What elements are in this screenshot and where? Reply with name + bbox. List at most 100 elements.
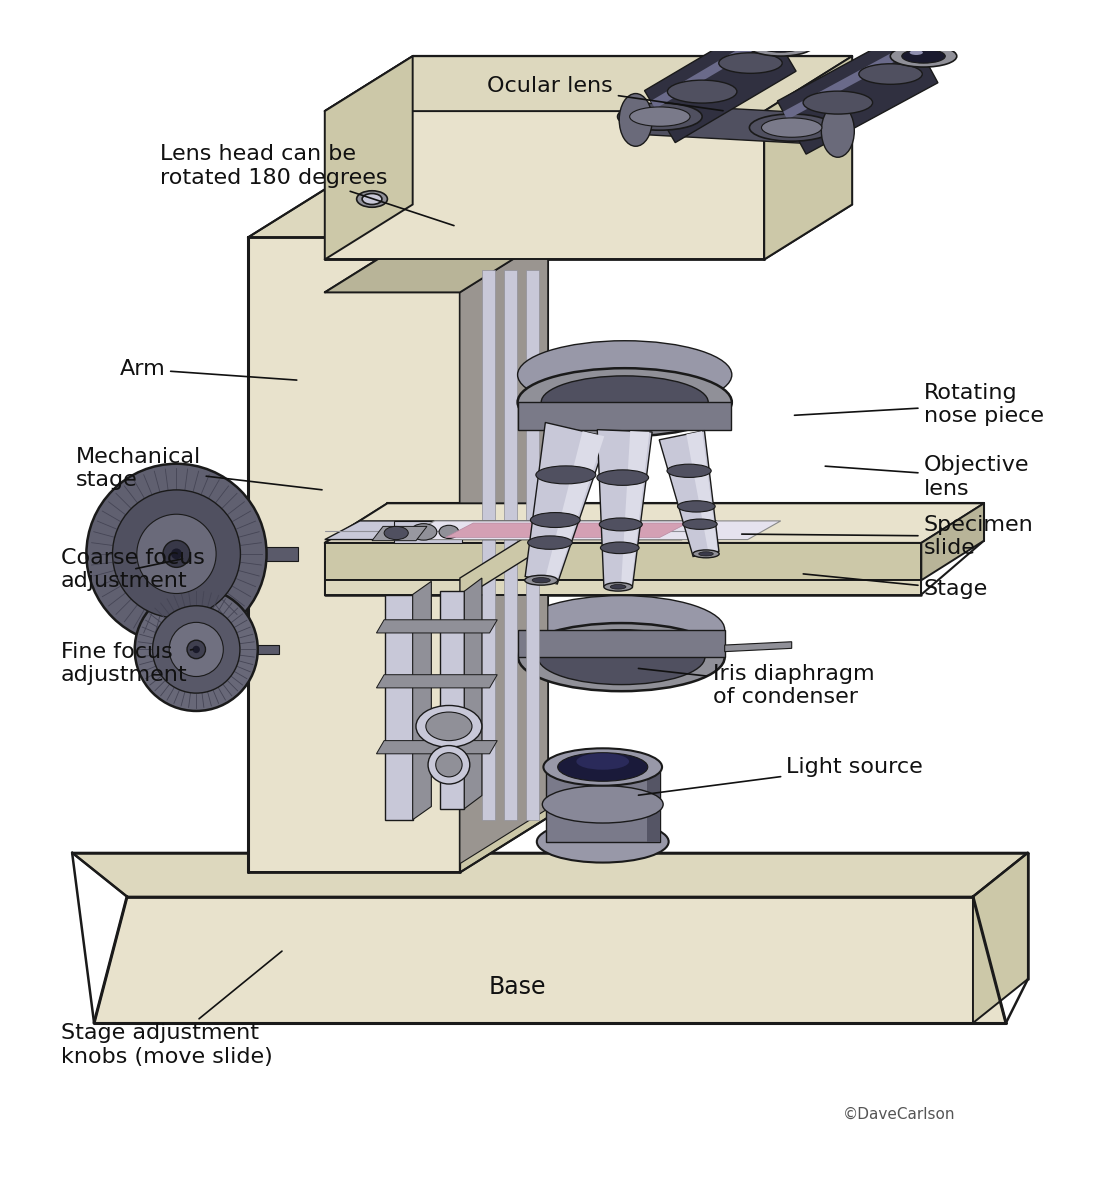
- Polygon shape: [725, 642, 792, 652]
- Polygon shape: [262, 547, 298, 562]
- Ellipse shape: [600, 518, 642, 530]
- Polygon shape: [376, 674, 497, 688]
- Ellipse shape: [604, 582, 632, 592]
- Ellipse shape: [134, 588, 257, 710]
- Polygon shape: [376, 619, 497, 632]
- Polygon shape: [460, 523, 548, 600]
- Ellipse shape: [436, 752, 462, 776]
- Ellipse shape: [619, 94, 652, 146]
- Polygon shape: [324, 581, 922, 594]
- Polygon shape: [376, 740, 497, 754]
- Polygon shape: [645, 19, 796, 143]
- Ellipse shape: [518, 341, 732, 409]
- Polygon shape: [544, 431, 604, 583]
- Ellipse shape: [112, 490, 241, 618]
- Ellipse shape: [822, 104, 855, 157]
- Polygon shape: [446, 523, 688, 538]
- Polygon shape: [650, 30, 777, 109]
- Ellipse shape: [538, 630, 705, 684]
- Polygon shape: [248, 182, 548, 238]
- Ellipse shape: [518, 368, 732, 437]
- Ellipse shape: [530, 512, 580, 528]
- Ellipse shape: [610, 584, 626, 589]
- Text: Mechanical
stage: Mechanical stage: [76, 446, 322, 490]
- Ellipse shape: [153, 606, 240, 694]
- Ellipse shape: [748, 35, 814, 56]
- Ellipse shape: [426, 712, 472, 740]
- Ellipse shape: [541, 376, 708, 428]
- Ellipse shape: [525, 575, 558, 586]
- Ellipse shape: [902, 49, 945, 64]
- Ellipse shape: [601, 542, 639, 553]
- Polygon shape: [686, 431, 717, 553]
- Ellipse shape: [192, 646, 200, 653]
- Ellipse shape: [576, 754, 629, 769]
- Ellipse shape: [169, 623, 223, 677]
- Text: Base: Base: [488, 974, 546, 998]
- Ellipse shape: [439, 526, 459, 539]
- Ellipse shape: [187, 641, 206, 659]
- Polygon shape: [95, 896, 1005, 1022]
- Text: Fine focus
adjustment: Fine focus adjustment: [62, 642, 192, 685]
- Ellipse shape: [890, 46, 957, 67]
- Polygon shape: [546, 767, 660, 841]
- Ellipse shape: [537, 821, 669, 863]
- Polygon shape: [324, 56, 412, 259]
- Polygon shape: [324, 112, 764, 259]
- Polygon shape: [324, 542, 922, 581]
- Text: Coarse focus
adjustment: Coarse focus adjustment: [62, 547, 205, 590]
- Polygon shape: [412, 581, 431, 820]
- Ellipse shape: [528, 536, 572, 550]
- Ellipse shape: [543, 749, 662, 786]
- Ellipse shape: [172, 548, 182, 559]
- Text: Rotating
nose piece: Rotating nose piece: [794, 383, 1044, 426]
- Polygon shape: [385, 594, 412, 820]
- Polygon shape: [922, 503, 984, 581]
- Text: Arm: Arm: [119, 359, 297, 380]
- Polygon shape: [394, 521, 462, 542]
- Ellipse shape: [518, 623, 725, 691]
- Ellipse shape: [617, 103, 702, 131]
- Polygon shape: [440, 592, 464, 809]
- Polygon shape: [482, 270, 495, 820]
- Text: Light source: Light source: [638, 757, 923, 796]
- Ellipse shape: [384, 527, 408, 540]
- Text: Objective
lens: Objective lens: [825, 455, 1028, 498]
- Text: ©DaveCarlson: ©DaveCarlson: [843, 1106, 956, 1122]
- Ellipse shape: [629, 107, 690, 126]
- Text: Specimen
slide: Specimen slide: [741, 515, 1033, 558]
- Ellipse shape: [803, 91, 872, 114]
- Ellipse shape: [667, 464, 712, 478]
- Polygon shape: [73, 853, 1027, 896]
- Polygon shape: [621, 431, 649, 587]
- Polygon shape: [324, 238, 548, 293]
- Ellipse shape: [859, 64, 922, 84]
- Polygon shape: [783, 41, 920, 120]
- Polygon shape: [597, 430, 652, 588]
- Polygon shape: [518, 402, 732, 430]
- Polygon shape: [647, 767, 660, 841]
- Ellipse shape: [542, 786, 663, 823]
- Text: Stage: Stage: [803, 574, 988, 599]
- Polygon shape: [248, 238, 460, 872]
- Ellipse shape: [136, 515, 216, 594]
- Polygon shape: [324, 503, 985, 542]
- Text: Iris diaphragm
of condenser: Iris diaphragm of condenser: [638, 664, 875, 707]
- Ellipse shape: [532, 577, 550, 583]
- Ellipse shape: [87, 463, 266, 644]
- Polygon shape: [460, 238, 548, 864]
- Ellipse shape: [356, 191, 387, 208]
- Ellipse shape: [536, 466, 596, 484]
- Ellipse shape: [761, 118, 822, 137]
- Text: Stage adjustment
knobs (move slide): Stage adjustment knobs (move slide): [62, 952, 282, 1067]
- Polygon shape: [324, 56, 852, 112]
- Ellipse shape: [767, 40, 780, 44]
- Polygon shape: [525, 422, 607, 584]
- Ellipse shape: [668, 80, 737, 103]
- Ellipse shape: [749, 114, 834, 142]
- Polygon shape: [659, 431, 719, 557]
- Ellipse shape: [683, 520, 717, 529]
- Polygon shape: [764, 56, 853, 259]
- Ellipse shape: [518, 595, 725, 664]
- Polygon shape: [518, 630, 725, 658]
